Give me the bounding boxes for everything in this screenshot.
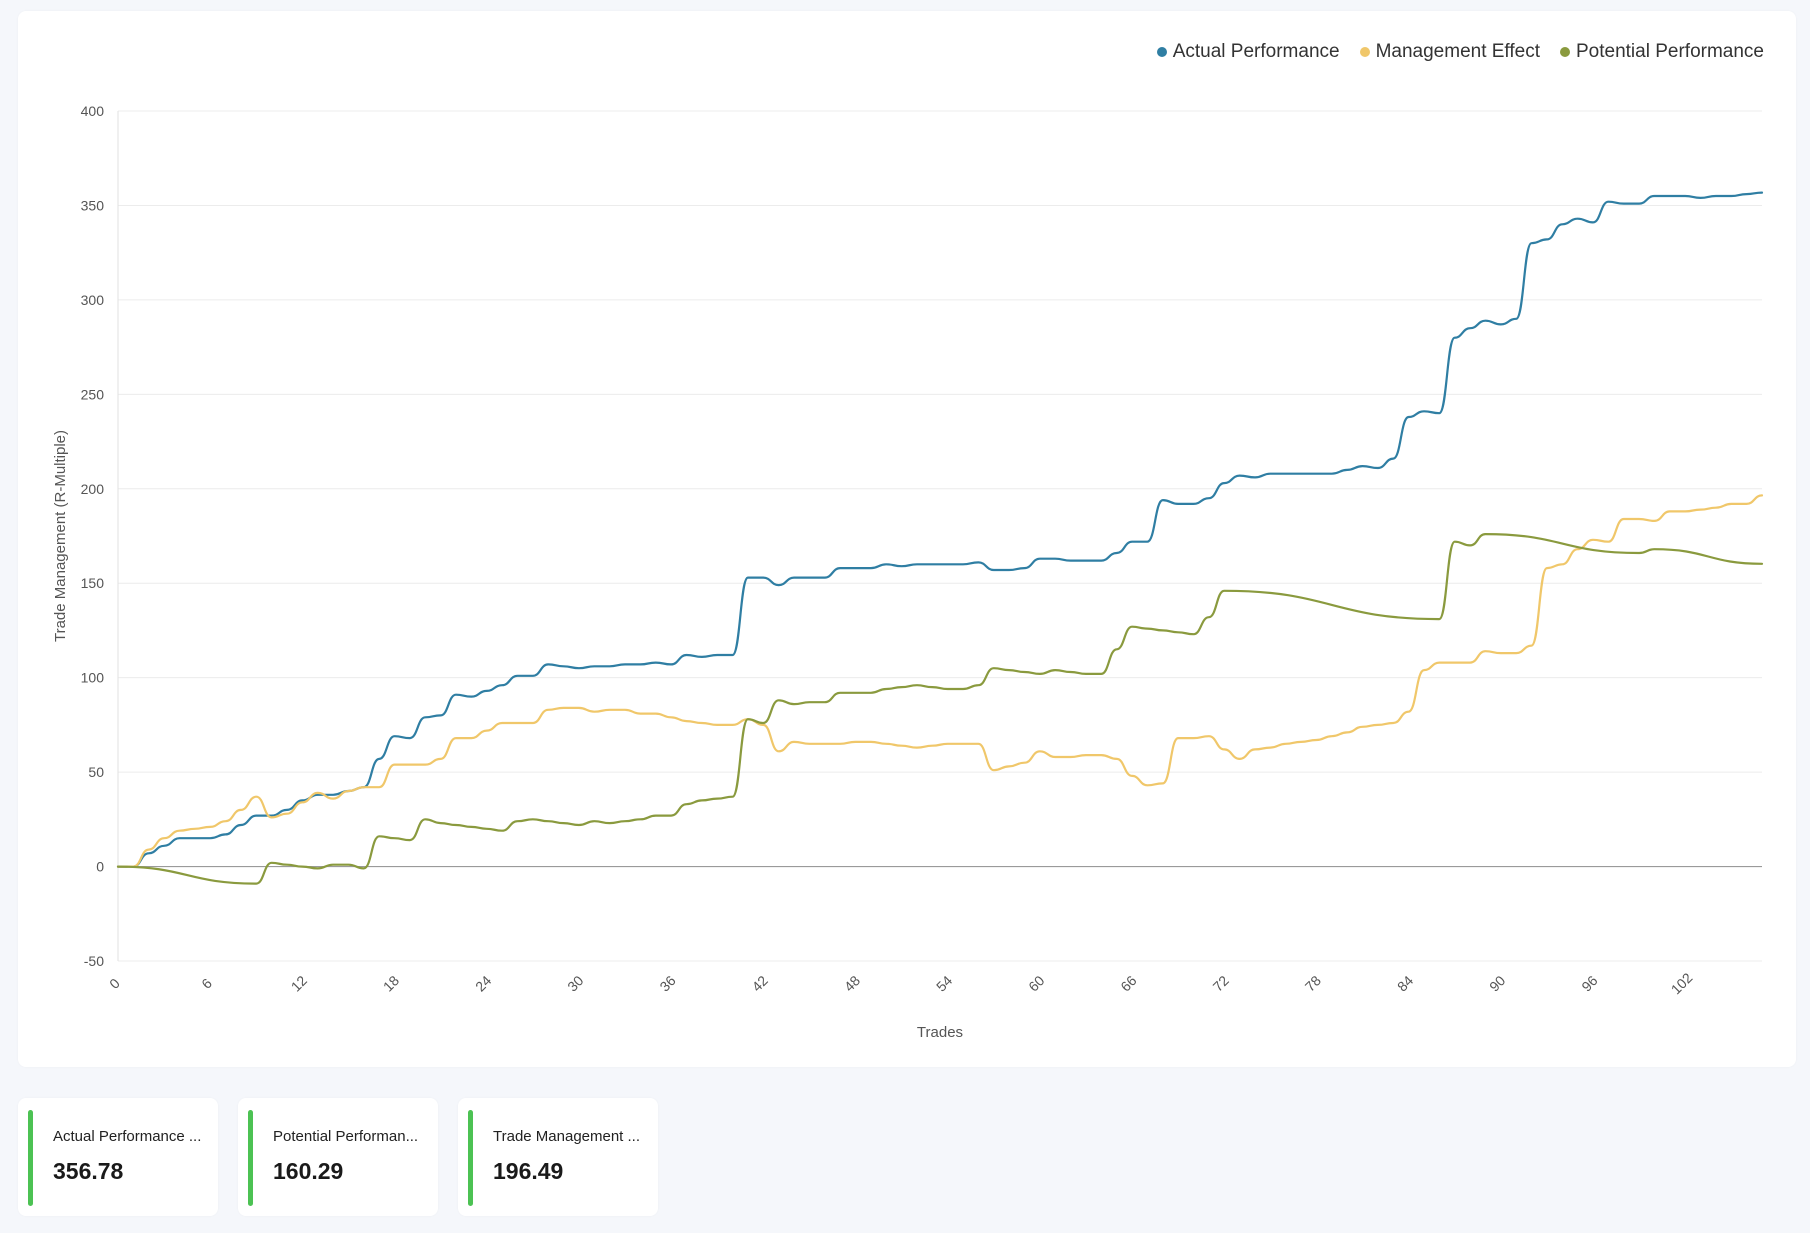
stat-card-actual-performance[interactable]: Actual Performance ... 356.78 — [18, 1098, 218, 1216]
chart-card: Actual Performance Management Effect Pot… — [18, 11, 1796, 1067]
legend-dot — [1560, 47, 1570, 57]
stat-card-potential-performance[interactable]: Potential Performan... 160.29 — [238, 1098, 438, 1216]
x-tick-label: 0 — [106, 975, 123, 992]
chart-legend: Actual Performance Management Effect Pot… — [1156, 41, 1764, 63]
legend-label: Management Effect — [1375, 41, 1540, 62]
x-tick-label: 36 — [656, 972, 678, 994]
stat-value: 160.29 — [273, 1158, 344, 1184]
stat-label: Trade Management ... — [493, 1128, 641, 1145]
series-line-potential-performance — [116, 533, 1764, 885]
legend-dot — [1156, 47, 1167, 57]
stat-accent-bar — [468, 1110, 473, 1206]
y-tick-label: 50 — [88, 764, 104, 780]
legend-item-management-effect[interactable]: Management Effect — [1359, 41, 1540, 63]
grid — [118, 110, 1762, 962]
x-tick-label: 90 — [1486, 972, 1508, 994]
x-tick-label: 102 — [1668, 969, 1696, 997]
y-tick-label: 250 — [81, 386, 105, 402]
x-tick-label: 66 — [1117, 972, 1139, 994]
stat-label: Potential Performan... — [273, 1128, 419, 1145]
x-tick-label: 6 — [198, 975, 215, 992]
y-tick-label: -50 — [84, 953, 104, 969]
legend-label: Potential Performance — [1576, 41, 1764, 62]
y-tick-label: 350 — [81, 197, 105, 213]
x-tick-label: 48 — [841, 972, 863, 994]
series-line-actual-performance — [116, 191, 1764, 868]
y-axis-title: Trade Management (R-Multiple) — [52, 430, 69, 642]
x-tick-label: 72 — [1210, 972, 1232, 994]
x-tick-label: 84 — [1394, 972, 1416, 994]
x-tick-label: 78 — [1302, 972, 1324, 994]
x-tick-label: 42 — [749, 972, 771, 994]
series-line-management-effect — [116, 494, 1764, 868]
x-tick-label: 18 — [380, 972, 402, 994]
x-tick-label: 54 — [933, 972, 955, 994]
stat-card-trade-management[interactable]: Trade Management ... 196.49 — [458, 1098, 658, 1216]
x-tick-label: 60 — [1025, 972, 1047, 994]
stat-accent-bar — [28, 1110, 33, 1206]
x-tick-label: 96 — [1578, 972, 1600, 994]
x-tick-label: 24 — [472, 972, 494, 994]
y-tick-label: 200 — [81, 481, 105, 497]
stat-accent-bar — [248, 1110, 253, 1206]
series-lines — [116, 191, 1764, 885]
legend-label: Actual Performance — [1172, 41, 1340, 62]
y-tick-label: 300 — [81, 292, 105, 308]
y-tick-label: 150 — [81, 575, 105, 591]
y-tick-label: 0 — [96, 859, 104, 875]
stat-value: 356.78 — [53, 1158, 124, 1184]
legend-dot — [1359, 47, 1370, 57]
x-axis-title: Trades — [917, 1024, 963, 1041]
legend-item-potential-performance[interactable]: Potential Performance — [1560, 41, 1764, 63]
y-tick-label: 100 — [81, 670, 105, 686]
stat-label: Actual Performance ... — [53, 1128, 202, 1145]
legend-item-actual-performance[interactable]: Actual Performance — [1156, 41, 1340, 63]
x-tick-label: 30 — [564, 972, 586, 994]
x-tick-label: 12 — [288, 972, 310, 994]
y-tick-label: 400 — [81, 103, 105, 119]
stat-value: 196.49 — [493, 1158, 564, 1184]
